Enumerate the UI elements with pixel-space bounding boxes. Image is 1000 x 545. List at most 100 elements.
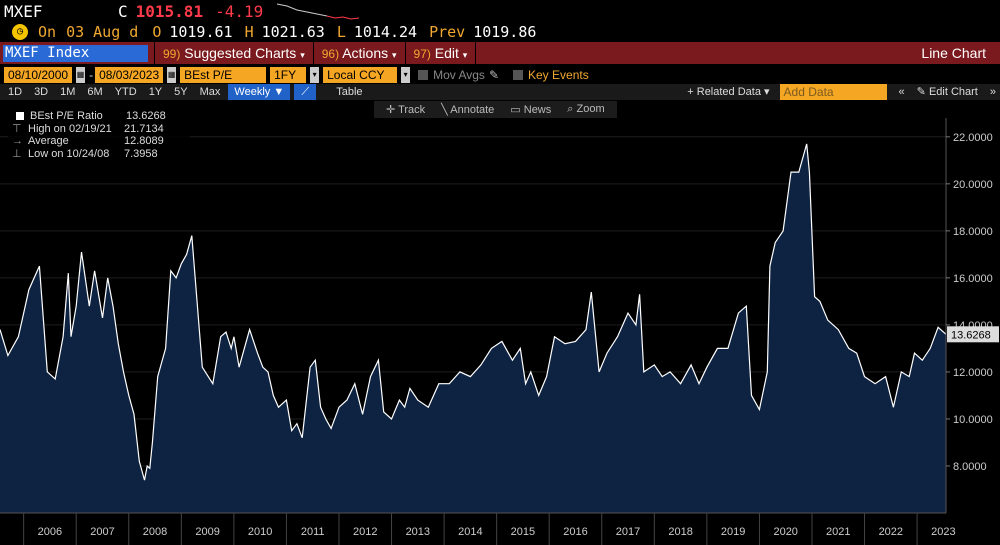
- close-label: C: [118, 1, 128, 21]
- security-input[interactable]: MXEF Index: [3, 44, 148, 62]
- range-button-max[interactable]: Max: [199, 86, 221, 98]
- series-swatch: [16, 112, 24, 120]
- start-date-input[interactable]: 08/10/2000: [4, 66, 73, 83]
- x-tick-label: 2018: [668, 526, 692, 538]
- low-marker-icon: ⊥: [12, 147, 22, 160]
- range-button-3d[interactable]: 3D: [34, 86, 49, 98]
- pe-series-line: [0, 143, 947, 481]
- pencil-icon[interactable]: ✎: [488, 67, 499, 82]
- x-tick-label: 2019: [721, 526, 745, 538]
- chart-type-title: Line Chart: [921, 45, 986, 61]
- currency-select[interactable]: Local CCY: [323, 66, 398, 83]
- security-field[interactable]: MXEF Index: [0, 42, 155, 64]
- frequency-label: Weekly: [234, 86, 271, 98]
- legend-series-label: BEst P/E Ratio: [30, 110, 103, 122]
- x-tick-label: 2011: [301, 526, 325, 538]
- quote-date: 03 Aug d: [66, 23, 139, 41]
- related-data-button[interactable]: + Related Data ▾: [687, 86, 770, 98]
- range-buttons: 1D 3D 1M 6M YTD 1Y 5Y Max: [2, 84, 226, 100]
- annotate-tool[interactable]: ╲ Annotate: [441, 104, 495, 116]
- add-data-input[interactable]: Add Data: [779, 84, 887, 100]
- legend-high-label: High on 02/19/21: [28, 122, 112, 135]
- suggested-charts-button[interactable]: 99) Suggested Charts ▾: [155, 42, 314, 64]
- x-tick-label: 2009: [195, 526, 219, 538]
- y-tick-label: 16.0000: [953, 273, 993, 285]
- actions-button[interactable]: 96) Actions ▾: [314, 42, 406, 64]
- key-events-label: Key Events: [528, 67, 589, 82]
- x-tick-label: 2014: [458, 526, 482, 538]
- x-tick-label: 2020: [773, 526, 797, 538]
- x-tick-label: 2017: [616, 526, 640, 538]
- x-tick-label: 2013: [406, 526, 430, 538]
- range-button-6m[interactable]: 6M: [87, 86, 103, 98]
- legend-series: BEst P/E Ratio 13.6268: [8, 110, 190, 123]
- suggested-num: 99): [163, 47, 181, 61]
- key-events-checkbox[interactable]: [513, 69, 523, 80]
- chevron-down-icon: ▾: [392, 50, 397, 60]
- calendar-icon[interactable]: ▦: [76, 66, 86, 83]
- ohlc-bar: ◷ On 03 Aug d O 1019.61 H 1021.63 L 1014…: [0, 22, 1000, 42]
- chart-legend: BEst P/E Ratio 13.6268 ⊤ High on 02/19/2…: [8, 110, 190, 160]
- chevron-down-icon[interactable]: ▾: [401, 66, 411, 83]
- menu-bar: MXEF Index 99) Suggested Charts ▾ 96) Ac…: [0, 42, 1000, 64]
- high-marker-icon: ⊤: [12, 122, 22, 135]
- table-button[interactable]: Table: [336, 86, 363, 98]
- ticker-bar: MXEF C 1015.81 -4.19: [0, 0, 1000, 22]
- mov-avgs-label: Mov Avgs: [433, 67, 485, 82]
- edit-button[interactable]: 97) Edit ▾: [406, 42, 477, 64]
- legend-low-label: Low on 10/24/08: [28, 147, 110, 160]
- range-button-1y[interactable]: 1Y: [148, 86, 163, 98]
- pe-area-fill: [0, 143, 946, 513]
- average-marker-icon: →: [12, 135, 23, 147]
- field-select[interactable]: BEst P/E: [180, 66, 267, 83]
- frequency-select[interactable]: Weekly ▼: [228, 84, 291, 100]
- zoom-tool[interactable]: ⌕ Zoom: [567, 103, 605, 115]
- chevron-down-icon: ▾: [300, 50, 305, 60]
- legend-average-value: 12.8089: [124, 135, 164, 147]
- open-value: 1019.61: [169, 23, 233, 41]
- clock-icon: ◷: [12, 24, 28, 40]
- low-value: 1014.24: [353, 23, 418, 41]
- line-chart-icon[interactable]: ⟋: [294, 84, 317, 100]
- legend-average-label: Average: [28, 135, 69, 147]
- last-value-box: [947, 326, 999, 343]
- legend-series-value: 13.6268: [126, 110, 166, 122]
- news-tool[interactable]: ▭ News: [510, 104, 552, 116]
- calendar-icon[interactable]: ▦: [167, 66, 177, 83]
- high-value: 1021.63: [261, 23, 325, 41]
- actions-num: 96): [321, 47, 340, 61]
- range-button-ytd[interactable]: YTD: [114, 86, 137, 98]
- legend-low: ⊥ Low on 10/24/08 7.3958: [8, 148, 190, 161]
- chevron-down-icon: ▾: [462, 50, 468, 60]
- date-separator: -: [89, 67, 94, 82]
- track-label: Track: [398, 104, 426, 116]
- y-tick-label: 22.0000: [953, 132, 993, 144]
- range-button-1d[interactable]: 1D: [8, 86, 23, 98]
- x-tick-label: 2007: [90, 526, 114, 538]
- price-change: -4.19: [215, 1, 264, 21]
- ticker-symbol: MXEF: [4, 1, 43, 21]
- range-button-1m[interactable]: 1M: [60, 86, 76, 98]
- news-label: News: [523, 104, 552, 116]
- edit-chart-button[interactable]: ✎ Edit Chart: [916, 86, 978, 98]
- y-tick-label: 18.0000: [953, 226, 993, 238]
- controls-bar: 08/10/2000 ▦ - 08/03/2023 ▦ BEst P/E 1FY…: [0, 65, 1000, 84]
- zoom-label: Zoom: [576, 103, 605, 115]
- low-label: L: [336, 23, 346, 41]
- mov-avgs-checkbox[interactable]: [418, 69, 429, 80]
- y-tick-label: 20.0000: [953, 179, 993, 191]
- chevron-down-icon[interactable]: ▾: [310, 66, 320, 83]
- end-date-input[interactable]: 08/03/2023: [95, 66, 164, 83]
- period-select[interactable]: 1FY: [270, 66, 307, 83]
- prev-value: 1019.86: [473, 23, 537, 41]
- range-button-5y[interactable]: 5Y: [174, 86, 188, 98]
- edit-num: 97): [413, 47, 431, 61]
- prev-label: Prev: [429, 23, 466, 41]
- range-bar: 1D 3D 1M 6M YTD 1Y 5Y Max Weekly ▼ ⟋ Table + Re…: [0, 84, 1000, 100]
- track-tool[interactable]: ✛ Track: [386, 104, 426, 116]
- x-tick-label: 2021: [826, 526, 850, 538]
- sparkline: [277, 3, 360, 20]
- collapse-icon[interactable]: «: [898, 86, 905, 98]
- expand-icon[interactable]: »: [989, 86, 996, 98]
